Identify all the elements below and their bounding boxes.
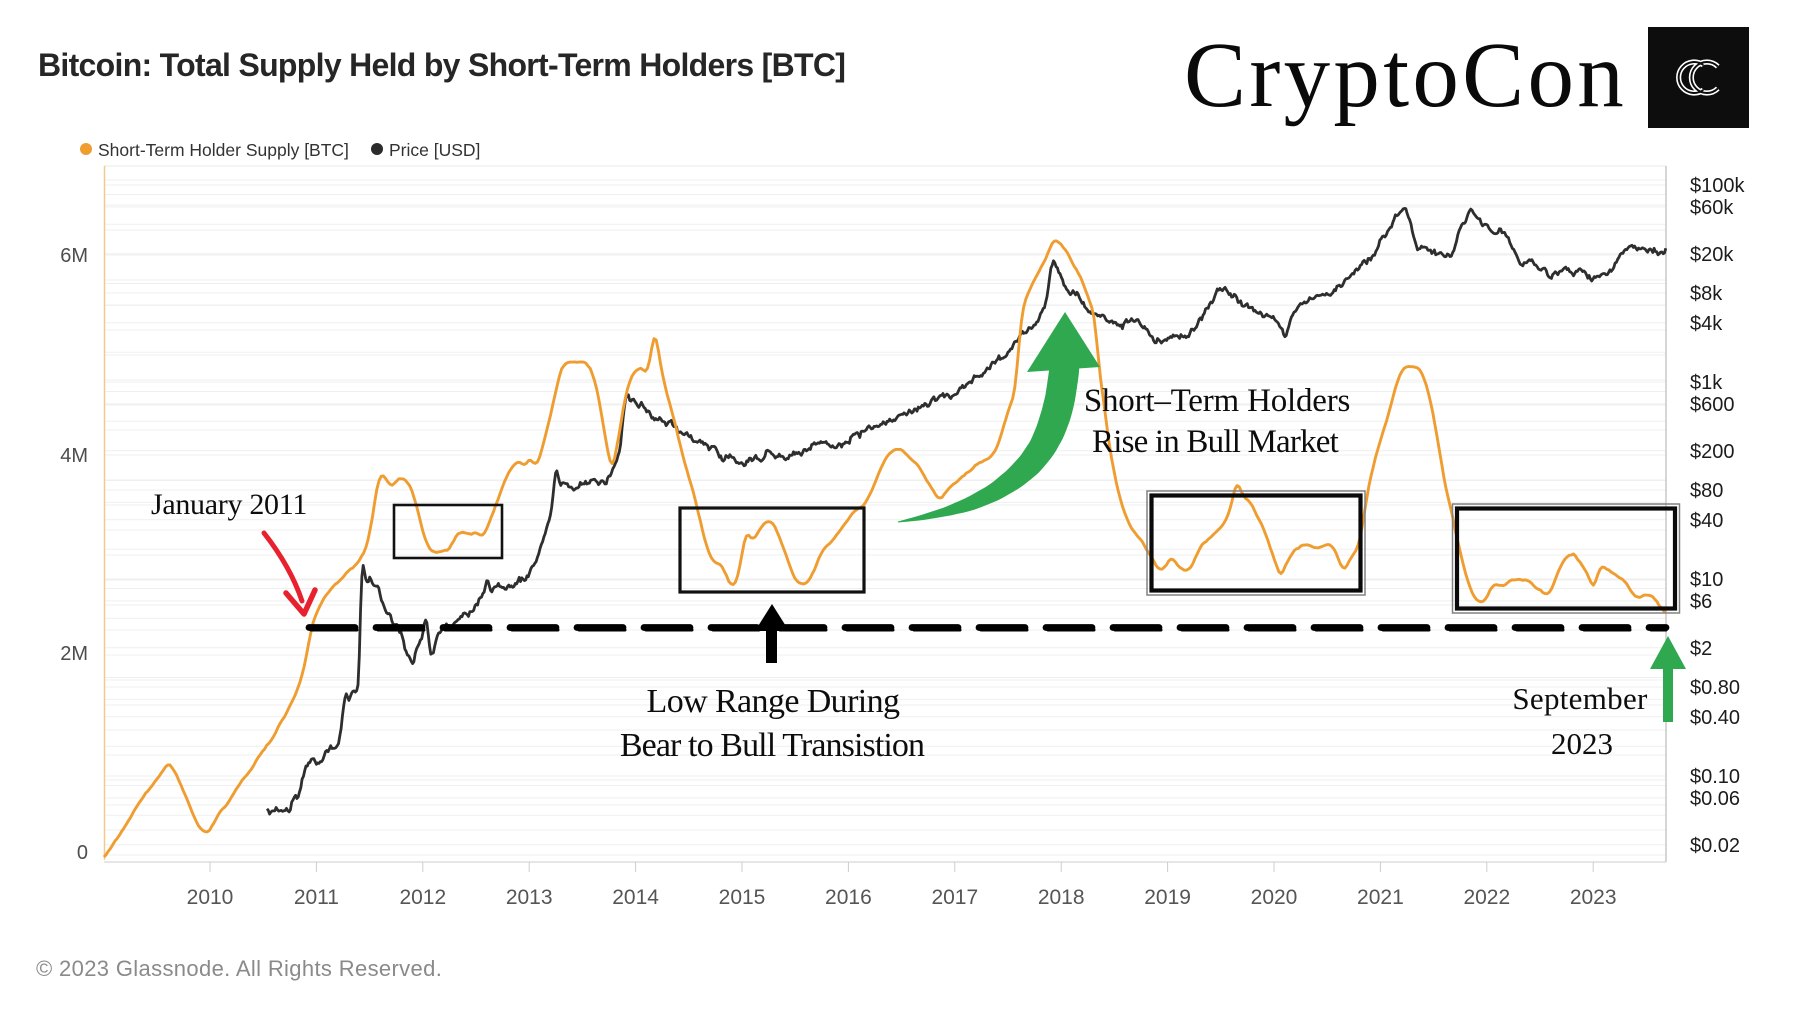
svg-text:6M: 6M — [60, 245, 88, 267]
svg-text:$2: $2 — [1690, 638, 1712, 660]
svg-text:$200: $200 — [1690, 441, 1735, 463]
svg-text:2013: 2013 — [506, 886, 553, 909]
svg-text:$80: $80 — [1690, 480, 1723, 502]
svg-text:September: September — [1512, 681, 1648, 716]
svg-text:2023: 2023 — [1551, 726, 1613, 761]
svg-text:January 2011: January 2011 — [151, 488, 307, 521]
svg-text:Rise in Bull Market: Rise in Bull Market — [1092, 424, 1339, 460]
svg-text:$600: $600 — [1690, 394, 1735, 416]
svg-text:2015: 2015 — [719, 886, 766, 909]
svg-text:$0.06: $0.06 — [1690, 788, 1740, 810]
svg-text:$20k: $20k — [1690, 244, 1734, 266]
svg-text:2021: 2021 — [1357, 886, 1404, 909]
svg-text:Low Range During: Low Range During — [647, 683, 901, 720]
svg-text:$4k: $4k — [1690, 313, 1723, 335]
svg-text:$10: $10 — [1690, 569, 1723, 591]
svg-text:2012: 2012 — [399, 886, 446, 909]
svg-text:2020: 2020 — [1251, 886, 1298, 909]
svg-text:2023: 2023 — [1570, 886, 1617, 909]
svg-text:Short–Term Holders: Short–Term Holders — [1084, 383, 1350, 419]
svg-text:Price [USD]: Price [USD] — [389, 140, 480, 160]
svg-text:0: 0 — [77, 842, 88, 864]
svg-text:$0.10: $0.10 — [1690, 766, 1740, 788]
svg-text:Bitcoin: Total Supply Held by: Bitcoin: Total Supply Held by Short-Term… — [38, 47, 845, 83]
svg-text:$60k: $60k — [1690, 197, 1734, 219]
svg-text:$40: $40 — [1690, 510, 1723, 532]
svg-text:© 2023 Glassnode. All Rights R: © 2023 Glassnode. All Rights Reserved. — [36, 956, 442, 981]
svg-text:Bear to Bull Transistion: Bear to Bull Transistion — [620, 727, 925, 764]
svg-text:2011: 2011 — [294, 886, 339, 909]
svg-text:2014: 2014 — [612, 886, 659, 909]
svg-text:$100k: $100k — [1690, 175, 1745, 197]
svg-text:Short-Term Holder Supply [BTC]: Short-Term Holder Supply [BTC] — [98, 140, 349, 160]
svg-text:$1k: $1k — [1690, 372, 1723, 394]
svg-text:2010: 2010 — [187, 886, 234, 909]
svg-text:2019: 2019 — [1144, 886, 1191, 909]
svg-text:2M: 2M — [60, 643, 88, 665]
svg-text:$0.80: $0.80 — [1690, 677, 1740, 699]
svg-text:4M: 4M — [60, 445, 88, 467]
svg-text:2016: 2016 — [825, 886, 872, 909]
svg-text:CryptoCon: CryptoCon — [1184, 24, 1627, 127]
svg-text:2017: 2017 — [931, 886, 978, 909]
svg-text:$0.40: $0.40 — [1690, 707, 1740, 729]
svg-text:2018: 2018 — [1038, 886, 1085, 909]
svg-text:$0.02: $0.02 — [1690, 835, 1740, 857]
svg-text:$6: $6 — [1690, 591, 1712, 613]
svg-text:$8k: $8k — [1690, 283, 1723, 305]
svg-text:2022: 2022 — [1463, 886, 1510, 909]
